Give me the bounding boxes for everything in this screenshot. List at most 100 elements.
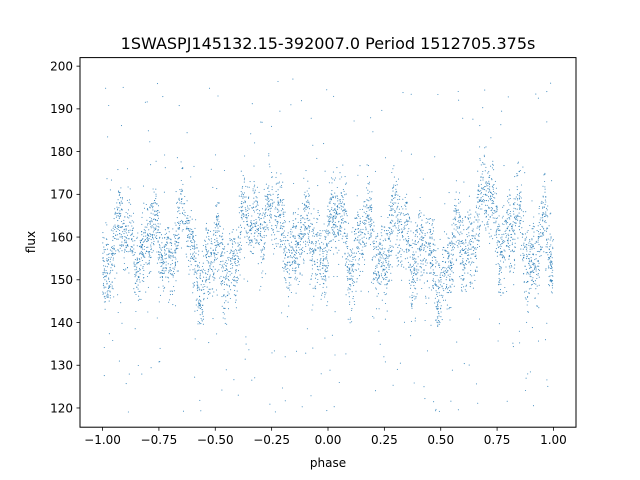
data-point	[171, 259, 173, 261]
data-point	[450, 242, 452, 244]
data-point	[119, 215, 121, 218]
data-point	[392, 190, 394, 192]
data-point	[250, 221, 252, 223]
data-point	[550, 260, 553, 262]
data-point	[119, 229, 121, 232]
data-point	[404, 214, 406, 216]
data-point	[251, 215, 253, 217]
data-point	[498, 234, 500, 236]
data-point	[167, 242, 169, 244]
data-point	[111, 254, 113, 256]
data-point	[298, 235, 301, 238]
data-point	[450, 291, 452, 293]
data-point	[155, 193, 157, 195]
data-point	[122, 231, 124, 233]
data-point	[197, 323, 199, 325]
data-point	[199, 323, 201, 325]
data-point	[508, 198, 510, 200]
data-point	[400, 256, 402, 258]
data-point	[400, 212, 402, 214]
data-point	[475, 248, 477, 250]
data-point	[149, 235, 151, 237]
data-point	[251, 241, 253, 243]
data-point	[149, 206, 151, 208]
data-point	[277, 197, 279, 199]
data-point	[167, 277, 169, 279]
data-point	[508, 189, 510, 191]
data-point	[442, 249, 444, 251]
data-point	[331, 217, 333, 219]
data-point	[373, 255, 375, 257]
data-point	[240, 210, 242, 212]
data-point	[182, 207, 184, 209]
data-point	[352, 275, 354, 277]
data-point	[280, 210, 282, 212]
data-point	[545, 269, 547, 271]
data-point	[295, 279, 297, 281]
data-point	[438, 292, 440, 294]
data-point	[158, 226, 160, 228]
data-point	[354, 239, 356, 241]
data-point	[375, 241, 377, 243]
data-point	[401, 263, 403, 265]
data-point	[305, 208, 307, 210]
data-point	[207, 251, 209, 253]
data-point	[155, 232, 157, 234]
data-point	[423, 237, 425, 239]
data-point	[200, 306, 202, 309]
data-point	[428, 222, 431, 225]
data-point	[511, 242, 513, 244]
data-point	[512, 238, 514, 240]
data-point	[462, 258, 464, 260]
data-point	[321, 264, 324, 266]
data-point	[218, 202, 220, 204]
data-point	[542, 231, 544, 234]
data-point	[474, 269, 476, 271]
data-point	[174, 261, 177, 263]
data-point	[111, 263, 113, 265]
data-point	[176, 157, 178, 159]
data-point	[125, 246, 127, 248]
data-point	[292, 235, 294, 237]
data-point	[351, 291, 353, 293]
data-point	[293, 235, 295, 237]
data-point	[121, 226, 123, 228]
data-point	[422, 259, 424, 261]
data-point	[376, 235, 378, 237]
data-point	[217, 252, 219, 254]
data-point	[436, 304, 439, 306]
data-point	[216, 237, 218, 239]
data-point	[512, 210, 514, 212]
data-point	[552, 239, 554, 241]
data-point	[449, 276, 451, 278]
data-point	[290, 249, 292, 251]
data-point	[174, 249, 176, 251]
data-point	[346, 276, 348, 278]
data-point	[153, 199, 156, 202]
data-point	[530, 284, 533, 286]
data-point	[279, 222, 282, 224]
data-point	[160, 265, 162, 268]
data-point	[217, 212, 219, 215]
data-point	[166, 241, 168, 243]
data-point	[213, 279, 215, 281]
data-point	[212, 270, 214, 272]
data-point	[198, 288, 200, 290]
data-point	[351, 279, 353, 281]
data-point	[115, 250, 117, 252]
data-point	[393, 165, 395, 167]
data-point	[138, 257, 140, 260]
data-point	[387, 280, 389, 282]
data-point	[285, 247, 287, 249]
data-point	[508, 208, 510, 211]
data-point	[460, 231, 462, 233]
data-point	[150, 367, 152, 369]
data-point	[143, 241, 145, 243]
data-point	[243, 181, 245, 183]
data-point	[264, 195, 266, 197]
data-point	[347, 222, 350, 224]
data-point	[480, 183, 482, 185]
data-point	[411, 307, 413, 309]
data-point	[187, 220, 189, 222]
data-point	[257, 263, 259, 265]
